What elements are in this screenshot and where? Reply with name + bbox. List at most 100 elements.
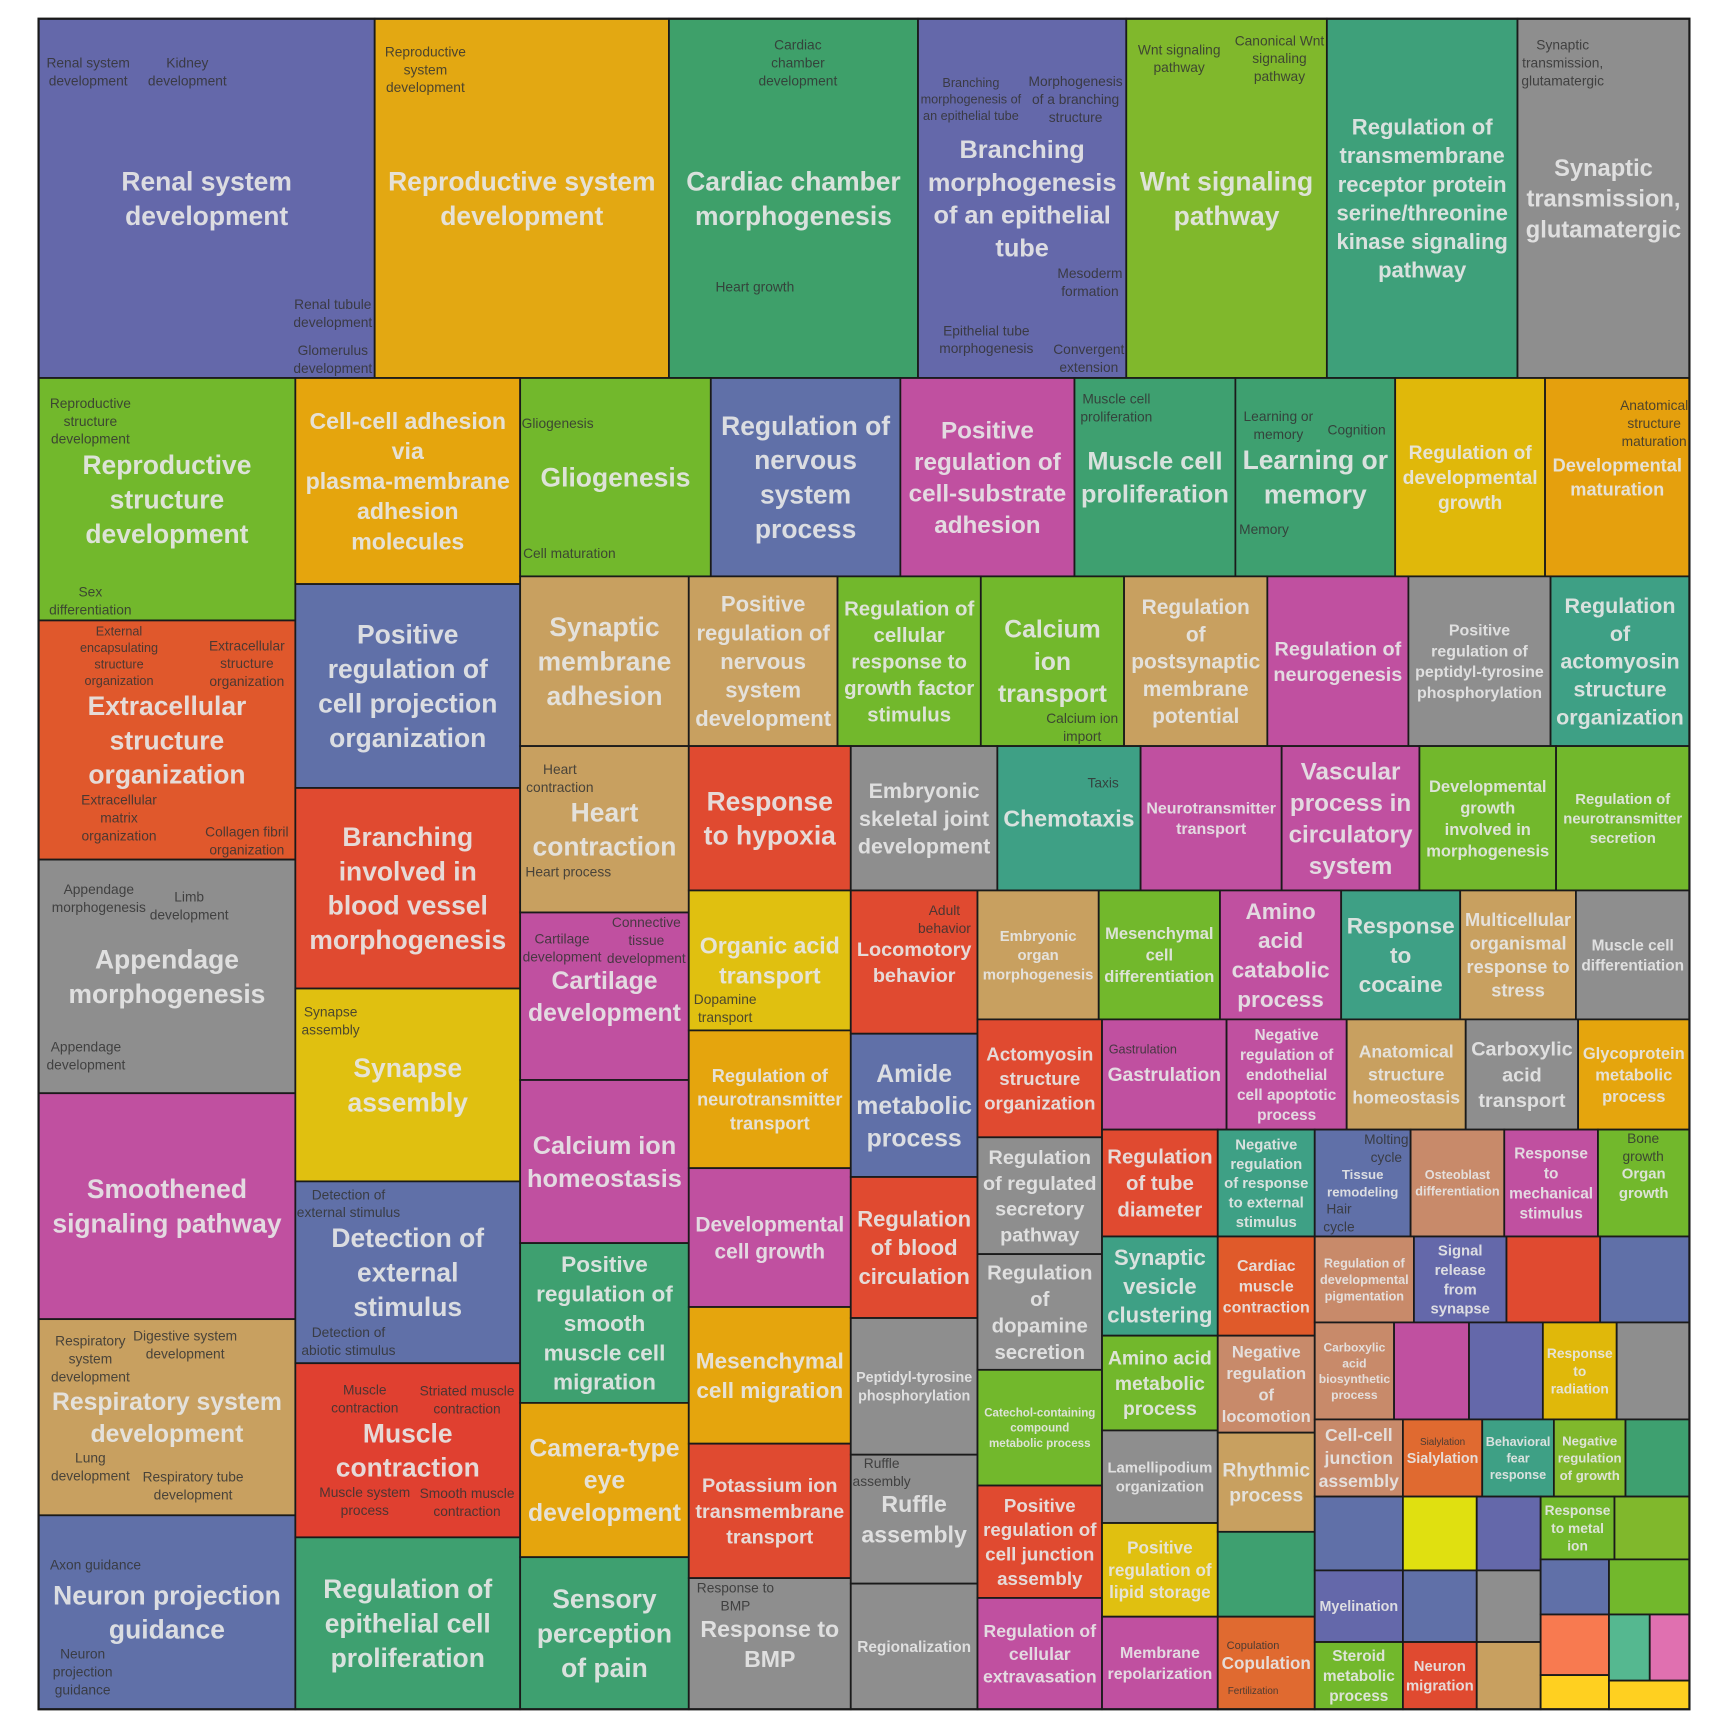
treemap-group-label: Renal system development [121, 166, 291, 230]
treemap-subterm-label: Smooth muscle contraction [420, 1486, 515, 1519]
treemap-group-label: Carboxylic acid biosynthetic process [1319, 1341, 1391, 1402]
treemap-group-label: Synaptic membrane adhesion [538, 612, 672, 711]
treemap-group-label: Osteoblast differentiation [1415, 1168, 1499, 1198]
treemap-group-label: Neuron migration [1406, 1659, 1474, 1694]
treemap-group-label: Regulation of neurotransmitter secretion [1563, 792, 1682, 847]
treemap-group-label: Extracellular structure organization [88, 691, 247, 790]
treemap-group-label: Response to BMP [700, 1616, 839, 1672]
treemap-tile [849, 1317, 979, 1456]
treemap-group-label: Catechol-containing compound metabolic pro… [984, 1408, 1095, 1450]
treemap-group-label: Behavioral fear response [1486, 1435, 1551, 1482]
treemap-tile [976, 1136, 1103, 1256]
treemap-group-label: Tissue remodeling [1327, 1167, 1398, 1199]
treemap-group-label: Actomyosin structure organization [984, 1044, 1095, 1114]
treemap-tile [1555, 745, 1691, 892]
treemap-subterm-label: Branching morphogenesis of an epithelial t… [921, 76, 1022, 123]
treemap-tile [37, 858, 297, 1095]
treemap-group-label: Camera-type eye development [528, 1435, 681, 1526]
treemap-group-label: Neuron projection guidance [53, 1580, 281, 1644]
treemap-tile [849, 745, 999, 892]
treemap-group-label: Appendage morphogenesis [69, 944, 266, 1008]
treemap-group-label: Reproductive system development [388, 166, 655, 230]
treemap-subterm-label: External encapsulating structure organizati… [80, 624, 158, 687]
treemap-tile [1313, 1495, 1404, 1572]
treemap-subterm-label: Striated muscle contraction [420, 1383, 515, 1416]
treemap-subterm-label: Learning or memory [1244, 409, 1314, 442]
treemap-tile [1539, 1674, 1610, 1711]
treemap-subterm-label: Muscle cell proliferation [1080, 392, 1152, 425]
treemap-group-label: Regulation of tube diameter [1107, 1147, 1212, 1222]
treemap-subterm-label: Axon guidance [50, 1558, 141, 1573]
treemap-tile [899, 377, 1076, 578]
treemap-tile [1481, 1418, 1555, 1498]
treemap-tile [976, 1253, 1103, 1371]
treemap-group-label: Regulation of postsynaptic membrane potentia… [1131, 596, 1260, 728]
treemap-group-label: Multicellular organismal response to stress [1465, 910, 1571, 1001]
treemap-tile [687, 889, 852, 1032]
treemap-group-label: Regulation of neurotransmitter transport [697, 1066, 842, 1133]
treemap-tile [1608, 1613, 1651, 1682]
treemap-group-label: Potassium ion transmembrane transport [695, 1475, 844, 1549]
treemap-group-label: Sialylation [1407, 1451, 1479, 1467]
treemap-tile [1539, 1613, 1610, 1676]
treemap-subterm-label: Muscle system process [319, 1485, 410, 1518]
treemap-tile [1216, 1431, 1316, 1533]
treemap-subterm-label: Gastrulation [1109, 1043, 1177, 1057]
treemap-tile [1313, 1569, 1404, 1643]
treemap-group-label: Heart contraction [532, 797, 676, 861]
treemap-group-label: Positive regulation of cell-substrate adhes… [909, 417, 1067, 539]
treemap-group-label: Regulation of developmental growth [1403, 443, 1538, 514]
treemap-subterm-label: Renal tubule development [293, 297, 372, 330]
treemap-group-label: Embryonic skeletal joint development [858, 779, 990, 859]
treemap-group-label: Neurotransmitter transport [1146, 800, 1276, 838]
treemap-subterm-label: Canonical Wnt signaling pathway [1235, 33, 1325, 84]
treemap-tile [836, 575, 982, 747]
treemap-group-label: Embryonic organ morphogenesis [983, 929, 1094, 984]
treemap-subterm-label: Bone growth [1622, 1131, 1663, 1164]
treemap-group-label: Branching morphogenesis of an epithelial tu… [928, 136, 1117, 263]
treemap-group-label: Cardiac chamber morphogenesis [686, 166, 901, 230]
treemap-subterm-label: Sex differentiation [49, 584, 131, 617]
treemap-subterm-label: Calcium ion import [1046, 711, 1118, 744]
treemap-group-label: Detection of external stimulus [331, 1223, 484, 1322]
treemap-tile [1101, 1018, 1228, 1131]
treemap-tile [519, 575, 690, 747]
treemap-subterm-label: Muscle contraction [331, 1382, 398, 1415]
treemap-group-label: Amino acid metabolic process [1108, 1349, 1212, 1420]
treemap-group-label: Synapse assembly [347, 1053, 468, 1117]
treemap-subterm-label: Hair cycle [1323, 1202, 1355, 1235]
treemap-group-label: Synaptic transmission, glutamatergic [1526, 156, 1681, 244]
treemap-tile [849, 1453, 979, 1585]
treemap-tile [294, 583, 522, 789]
treemap-tile [1648, 1613, 1691, 1682]
treemap-group-label: Calcium ion transport [998, 617, 1107, 708]
treemap-tile [37, 619, 297, 861]
treemap-tile [519, 377, 712, 578]
treemap-subterm-label: Anatomical structure maturation [1620, 398, 1688, 449]
treemap-tile [1325, 17, 1519, 379]
treemap-group-label: Developmental growth involved in morphogene… [1426, 777, 1549, 860]
treemap-subterm-label: Reproductive system development [385, 44, 466, 95]
treemap-subterm-label: Cartilage development [523, 932, 602, 965]
treemap-subterm-label: Extracellular structure organization [209, 638, 285, 689]
treemap-subterm-label: Mesoderm formation [1057, 266, 1122, 299]
treemap-tile [917, 17, 1128, 379]
treemap-tile [976, 1368, 1103, 1487]
treemap-subterm-label: Glomerulus development [293, 343, 372, 376]
treemap-group-label: Synaptic vesicle clustering [1107, 1245, 1212, 1327]
treemap-tile [519, 1079, 690, 1244]
treemap-tile [709, 377, 902, 578]
treemap-tile [1225, 1018, 1348, 1131]
treemap-tile [1575, 889, 1691, 1021]
treemap-group-label: Response to hypoxia [704, 786, 836, 850]
treemap-group-label: Organ growth [1619, 1167, 1669, 1202]
treemap-group-label: Regulation of developmental pigmentation [1320, 1256, 1409, 1303]
treemap-tile [1505, 1235, 1602, 1324]
treemap-group-label: Respiratory system development [52, 1389, 282, 1448]
treemap-group-label: Myelination [1319, 1599, 1398, 1615]
treemap-subterm-label: Reproductive structure development [50, 396, 131, 447]
treemap-group-label: Carboxylic acid transport [1471, 1039, 1572, 1113]
treemap-group-label: Positive regulation of lipid storage [1108, 1539, 1212, 1602]
treemap-tile [1544, 377, 1691, 578]
treemap-tile [1123, 575, 1269, 747]
